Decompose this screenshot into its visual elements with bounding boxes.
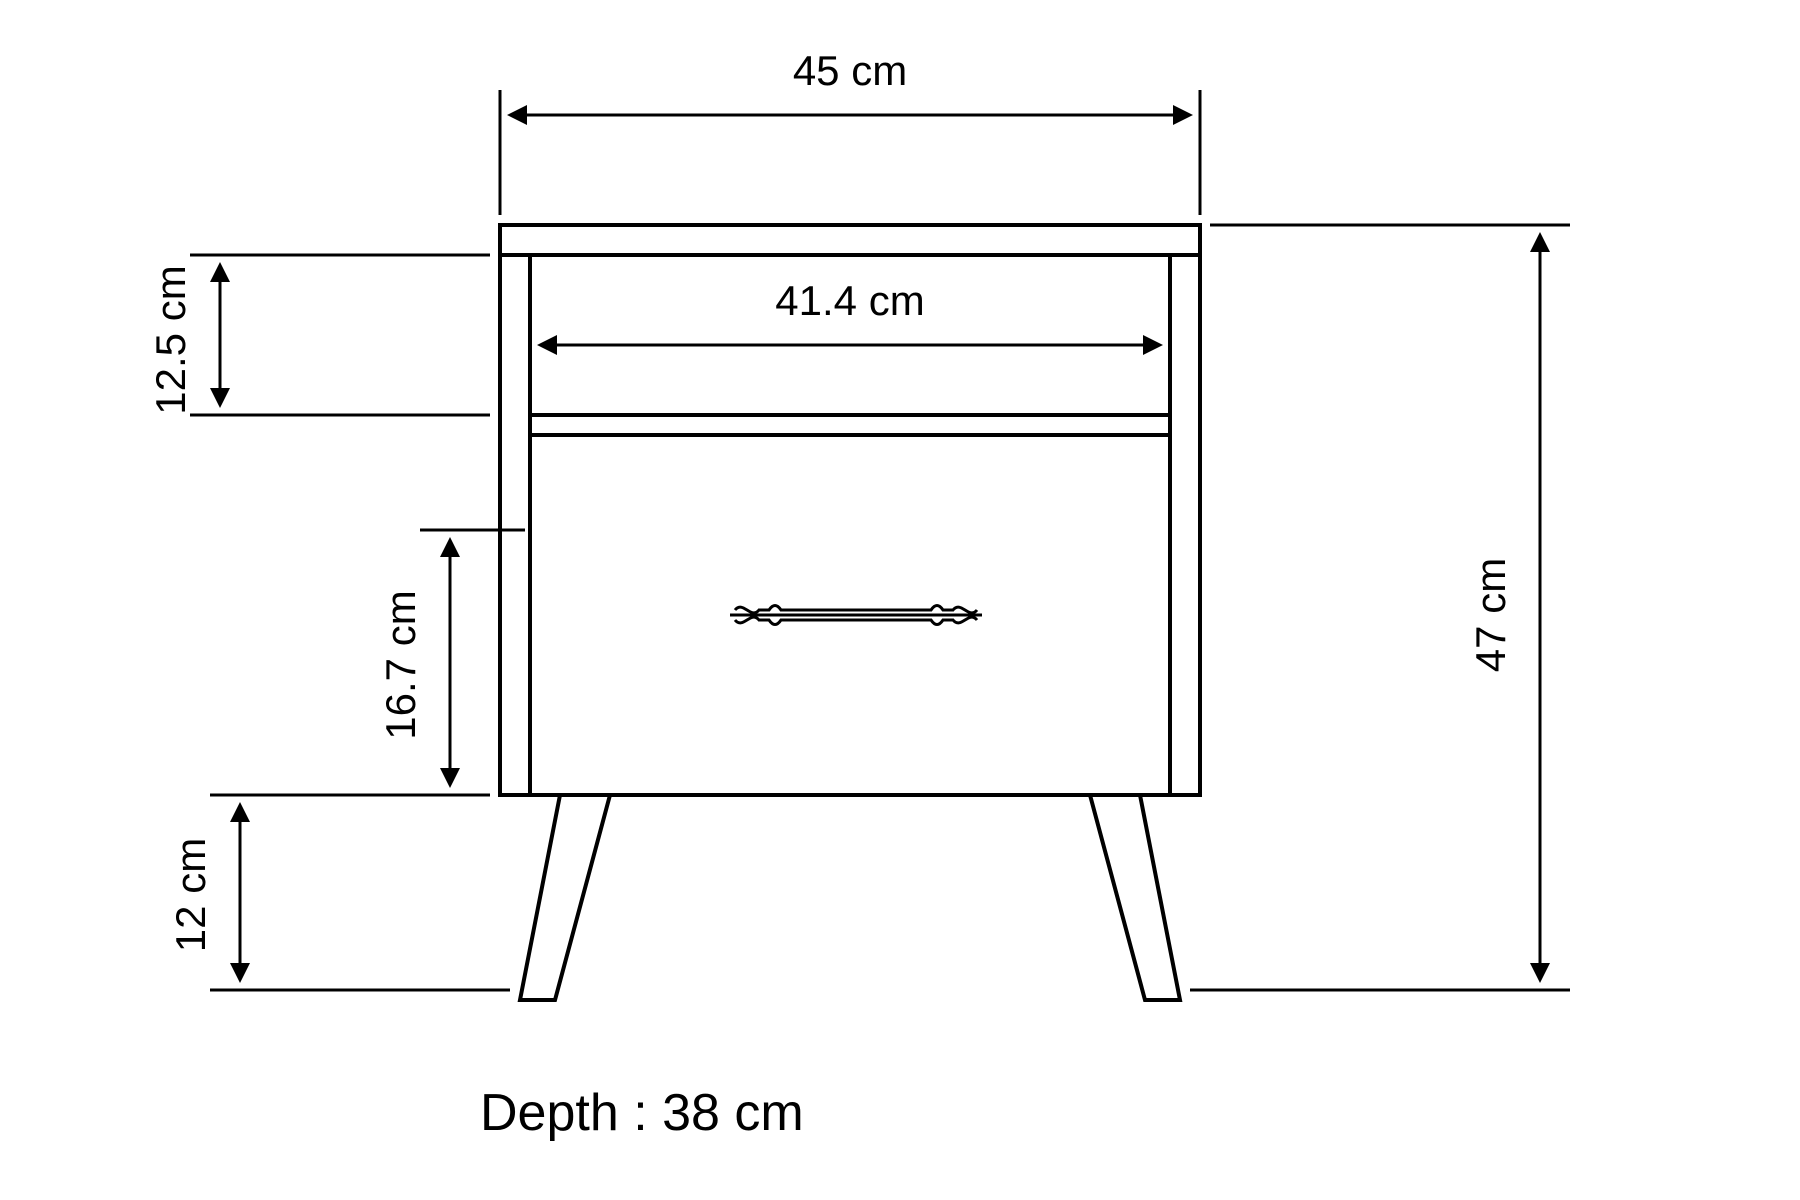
depth-note: Depth : 38 cm (480, 1084, 804, 1142)
dim-shelf-height (190, 255, 490, 415)
furniture-technical-drawing: 45 cm 41.4 cm 47 cm 12.5 cm 16.7 cm 12 c… (0, 0, 1800, 1200)
dim-leg-height (210, 795, 510, 990)
dim-drawer-height (420, 530, 525, 795)
dim-overall-width (500, 90, 1200, 215)
drawer-handle (730, 606, 982, 625)
dim-overall-height-label: 47 cm (1467, 558, 1514, 672)
dim-inner-width (530, 320, 1170, 405)
dim-drawer-height-label: 16.7 cm (377, 590, 424, 739)
dim-shelf-height-label: 12.5 cm (147, 265, 194, 414)
legs (520, 795, 1180, 1000)
dim-overall-width-label: 45 cm (793, 47, 907, 94)
dim-leg-height-label: 12 cm (167, 838, 214, 952)
dim-inner-width-label: 41.4 cm (775, 277, 924, 324)
